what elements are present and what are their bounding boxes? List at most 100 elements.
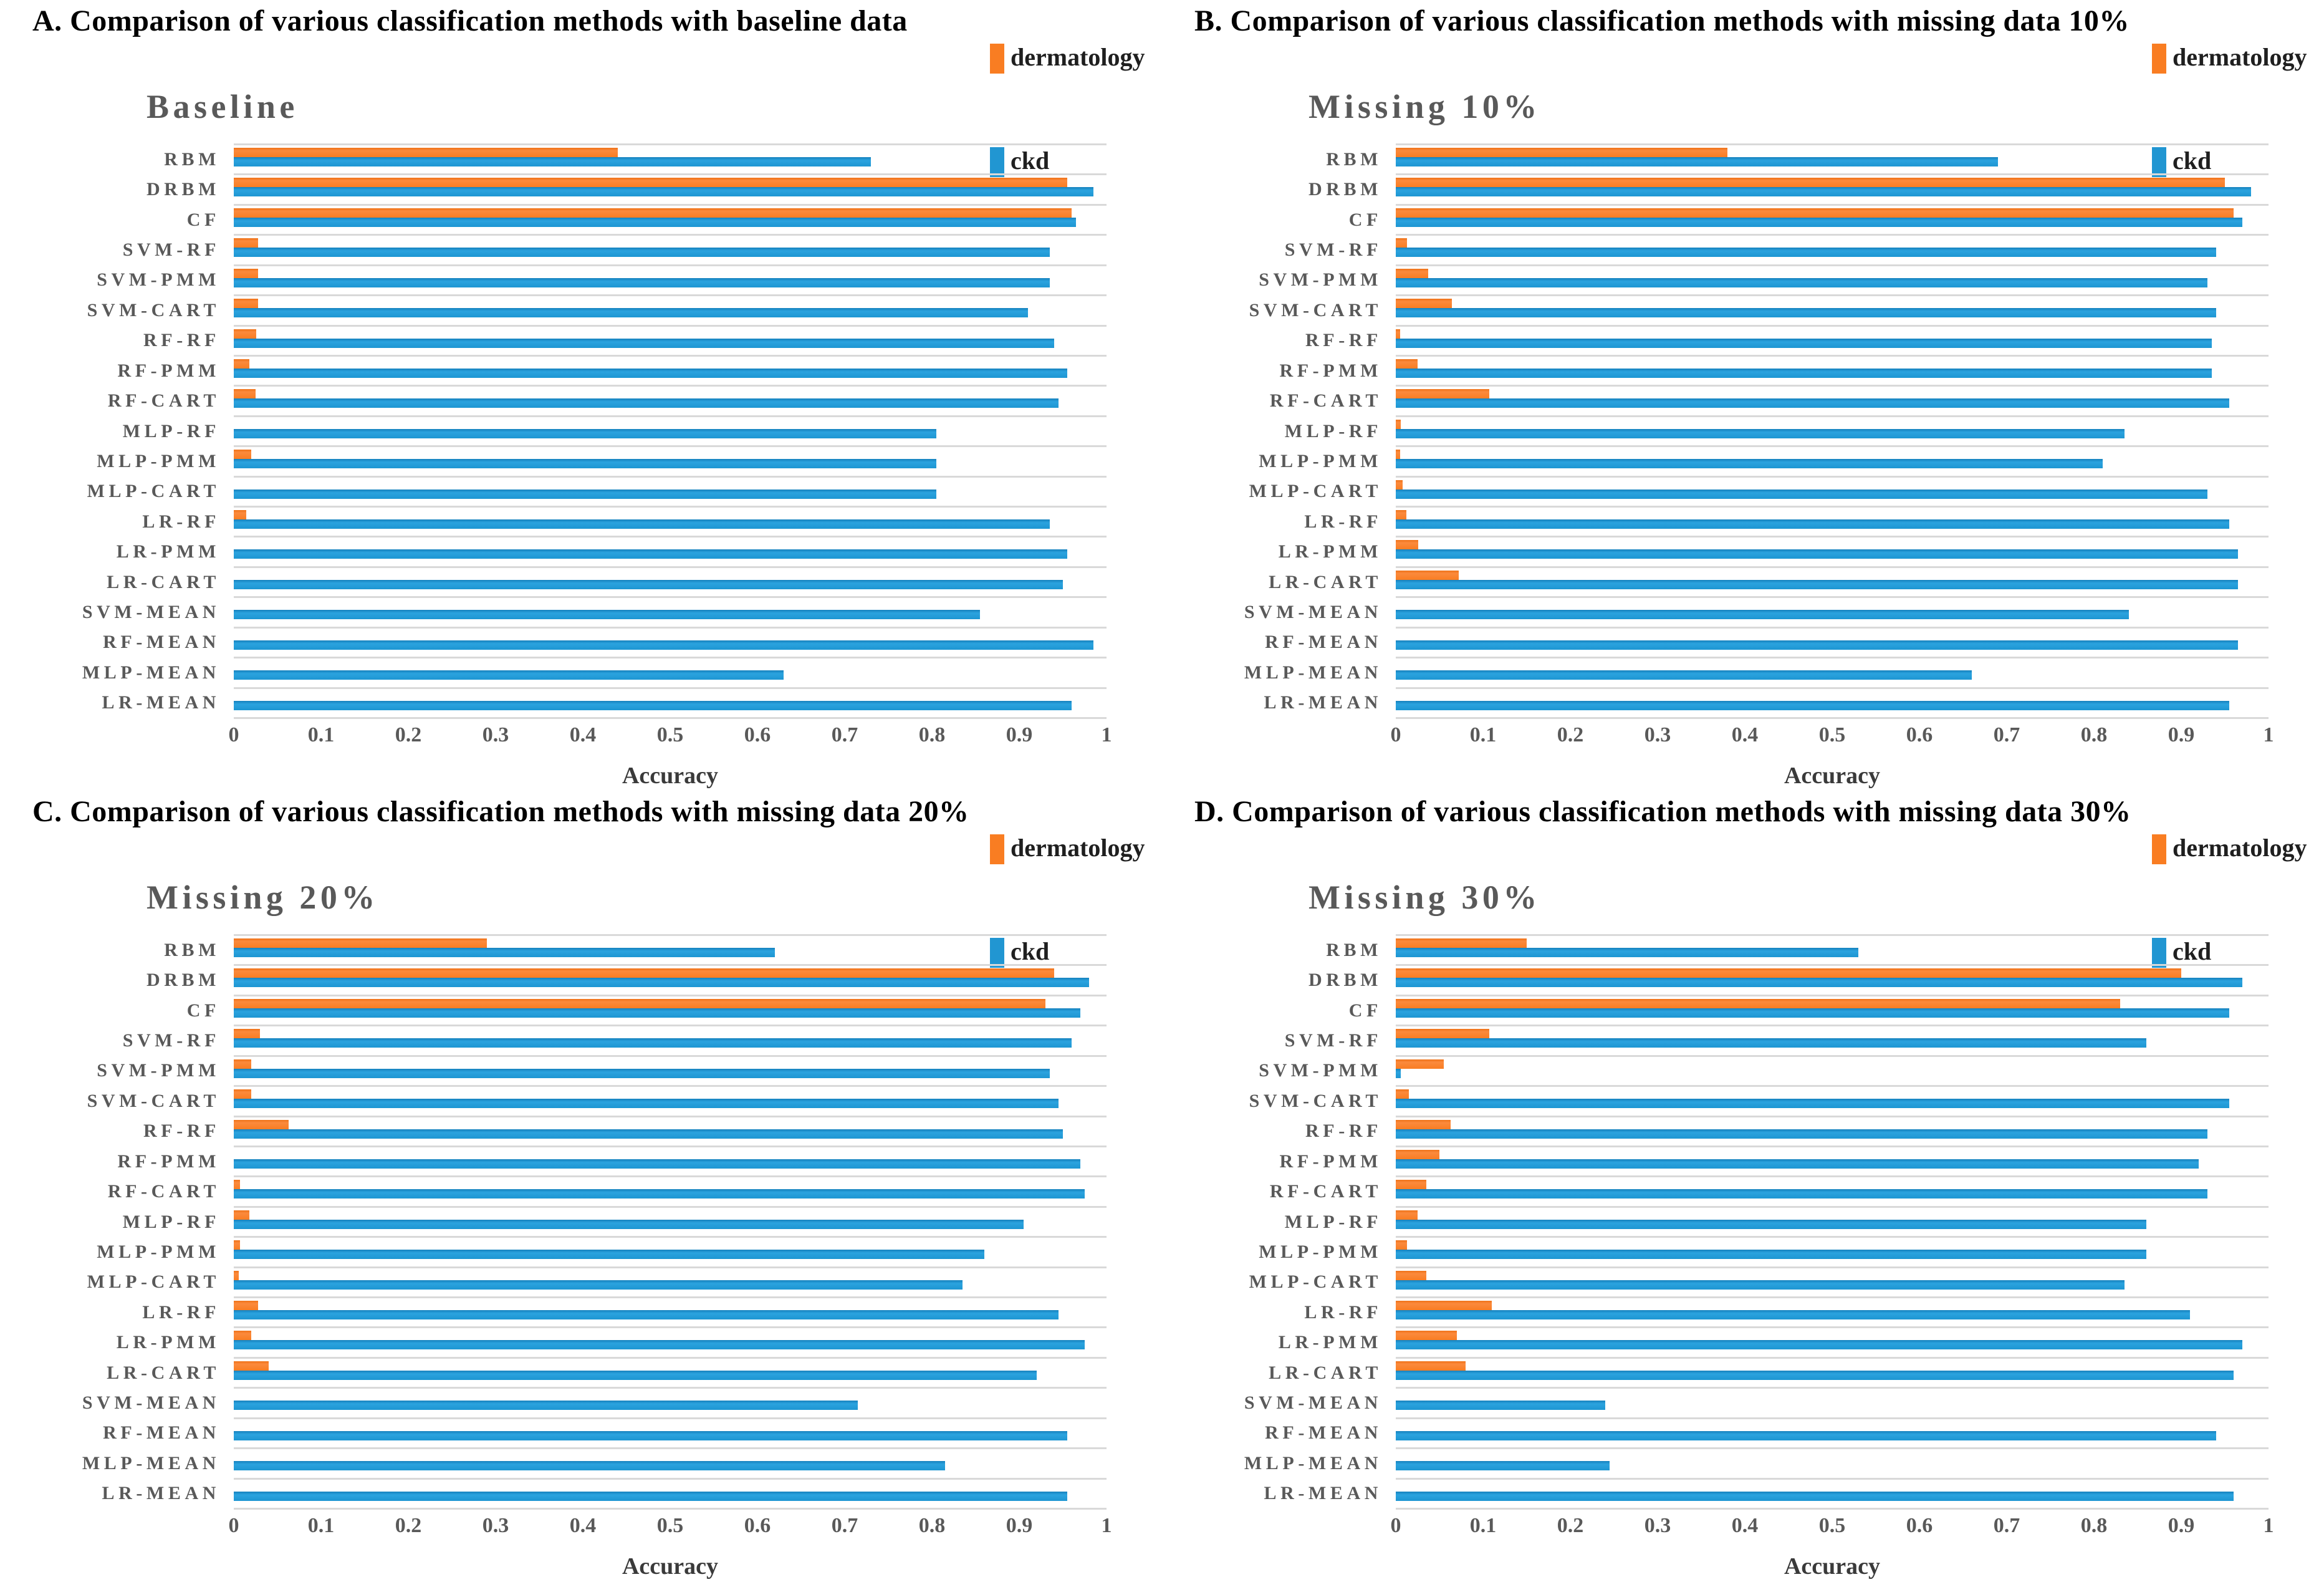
category-label: RBM [1326, 148, 1382, 170]
ckd-swatch-icon [2152, 147, 2166, 177]
ckd-bar [1396, 187, 2251, 197]
bar-row-rf-mean: RF-MEAN [103, 629, 1107, 659]
dermatology-bar [234, 268, 259, 278]
panel-subtitle: Missing 10% [1308, 88, 1541, 125]
category-label: LR-CART [107, 571, 220, 592]
x-tick-label: 0 [228, 723, 239, 746]
ckd-bar [1396, 670, 1972, 680]
ckd-legend-label: ckd [2173, 147, 2212, 175]
bar-row-mlp-pmm: MLP-PMM [1259, 1238, 2269, 1268]
bar-row-lr-pmm: LR-PMM [117, 1328, 1107, 1359]
dermatology-bar [234, 1089, 251, 1099]
ckd-bar [1396, 700, 2229, 710]
dermatology-bar [1396, 1240, 1408, 1250]
bar-row-drbm: DRBM [1308, 175, 2269, 206]
dermatology-bar [1396, 450, 1400, 460]
bar-row-rf-cart: RF-CART [1270, 387, 2269, 417]
category-label: RF-MEAN [103, 1422, 220, 1444]
ckd-legend-label: ckd [1011, 147, 1050, 175]
dermatology-bar [1396, 419, 1401, 429]
bar-row-lr-mean: LR-MEAN [1264, 689, 2269, 720]
legend-item-ckd: ckd [990, 938, 1158, 968]
ckd-bar [234, 308, 1028, 318]
bar-row-mlp-pmm: MLP-PMM [97, 447, 1107, 478]
bar-row-rbm: RBM [1326, 145, 2269, 176]
x-tick-label: 0.5 [1818, 723, 1846, 746]
dermatology-bar [234, 998, 1045, 1008]
bar-row-svm-pmm: SVM-PMM [97, 266, 1107, 297]
ckd-bar [234, 549, 1067, 559]
category-label: LR-MEAN [1264, 692, 1382, 713]
dermatology-bar [234, 968, 1054, 978]
panel-subtitle: Baseline [146, 88, 299, 125]
bar-row-drbm: DRBM [146, 175, 1107, 206]
ckd-bar [234, 1038, 1072, 1048]
bar-row-mlp-cart: MLP-CART [87, 1268, 1107, 1299]
ckd-bar [1396, 1189, 2207, 1199]
bar-row-rf-cart: RF-CART [108, 1177, 1107, 1208]
x-tick-label: 1 [2263, 723, 2274, 746]
ckd-bar [234, 1219, 1024, 1229]
bar-row-lr-cart: LR-CART [1269, 1359, 2269, 1389]
category-label: MLP-CART [1249, 1271, 1382, 1293]
category-label: SVM-RF [122, 1030, 220, 1051]
x-tick-label: 0.7 [831, 723, 858, 746]
dermatology-swatch-icon [990, 834, 1004, 864]
x-tick-label: 0.9 [1006, 1514, 1033, 1537]
bar-row-cf: CF [1349, 996, 2269, 1027]
ckd-bar [1396, 489, 2207, 499]
category-label: LR-RF [142, 511, 220, 532]
x-tick-label: 0.2 [1557, 723, 1584, 746]
category-label: MLP-PMM [1259, 450, 1382, 471]
dermatology-bar [1396, 1301, 1492, 1311]
dermatology-legend-label: dermatology [2173, 834, 2307, 862]
x-tick-label: 0.3 [482, 723, 509, 746]
ckd-bar [1396, 1159, 2199, 1169]
dermatology-bar [1396, 938, 1527, 948]
dermatology-bar [234, 148, 618, 157]
bar-row-lr-rf: LR-RF [142, 1298, 1107, 1329]
x-axis-label: Accuracy [1784, 1553, 1881, 1580]
bar-row-mlp-pmm: MLP-PMM [1259, 447, 2269, 478]
ckd-bar [1396, 1280, 2125, 1290]
bar-row-lr-mean: LR-MEAN [1264, 1480, 2269, 1510]
legend: dermatology ckd [990, 834, 1158, 1041]
x-tick-label: 0.8 [2080, 723, 2108, 746]
ckd-bar [1396, 1430, 2216, 1440]
dermatology-bar [1396, 1361, 1466, 1371]
category-label: SVM-CART [1249, 299, 1382, 321]
bar-row-mlp-rf: MLP-RF [123, 1208, 1107, 1238]
category-label: DRBM [1308, 179, 1382, 200]
category-label: DRBM [146, 970, 220, 991]
category-label: LR-CART [1269, 571, 1382, 592]
dermatology-bar [1396, 1210, 1418, 1220]
x-tick-label: 0.4 [569, 723, 597, 746]
bar-row-rf-pmm: RF-PMM [117, 357, 1107, 387]
legend-item-dermatology: dermatology [990, 834, 1158, 864]
dermatology-bar [1396, 178, 2225, 188]
category-label: SVM-CART [87, 1090, 220, 1111]
bar-row-lr-cart: LR-CART [107, 1359, 1107, 1389]
category-label: SVM-PMM [1259, 269, 1382, 291]
ckd-bar [234, 157, 871, 166]
dermatology-bar [1396, 1331, 1457, 1341]
bar-row-rf-rf: RF-RF [1305, 327, 2269, 357]
ckd-bar [1396, 248, 2216, 258]
ckd-swatch-icon [2152, 938, 2166, 968]
bar-row-svm-mean: SVM-MEAN [1244, 1389, 2269, 1419]
plot-area: RBM DRBM CF SVM-RF SVM-PMM SVM-CART RF-RF RF-PM… [82, 143, 1107, 720]
bar-row-lr-pmm: LR-PMM [117, 538, 1107, 568]
ckd-bar [1396, 308, 2216, 318]
dermatology-bar [1396, 1149, 1439, 1159]
ckd-bar [234, 579, 1063, 589]
dermatology-bar [1396, 968, 2181, 978]
category-label: SVM-RF [1284, 1030, 1382, 1051]
bar-row-svm-mean: SVM-MEAN [82, 1389, 1107, 1419]
dermatology-bar [234, 1210, 250, 1220]
ckd-bar [1396, 1099, 2229, 1109]
x-tick-label: 0 [228, 1514, 239, 1537]
bar-row-svm-cart: SVM-CART [1249, 296, 2269, 327]
ckd-bar [1396, 640, 2238, 650]
dermatology-bar [1396, 1029, 1489, 1039]
category-label: RBM [164, 939, 220, 960]
